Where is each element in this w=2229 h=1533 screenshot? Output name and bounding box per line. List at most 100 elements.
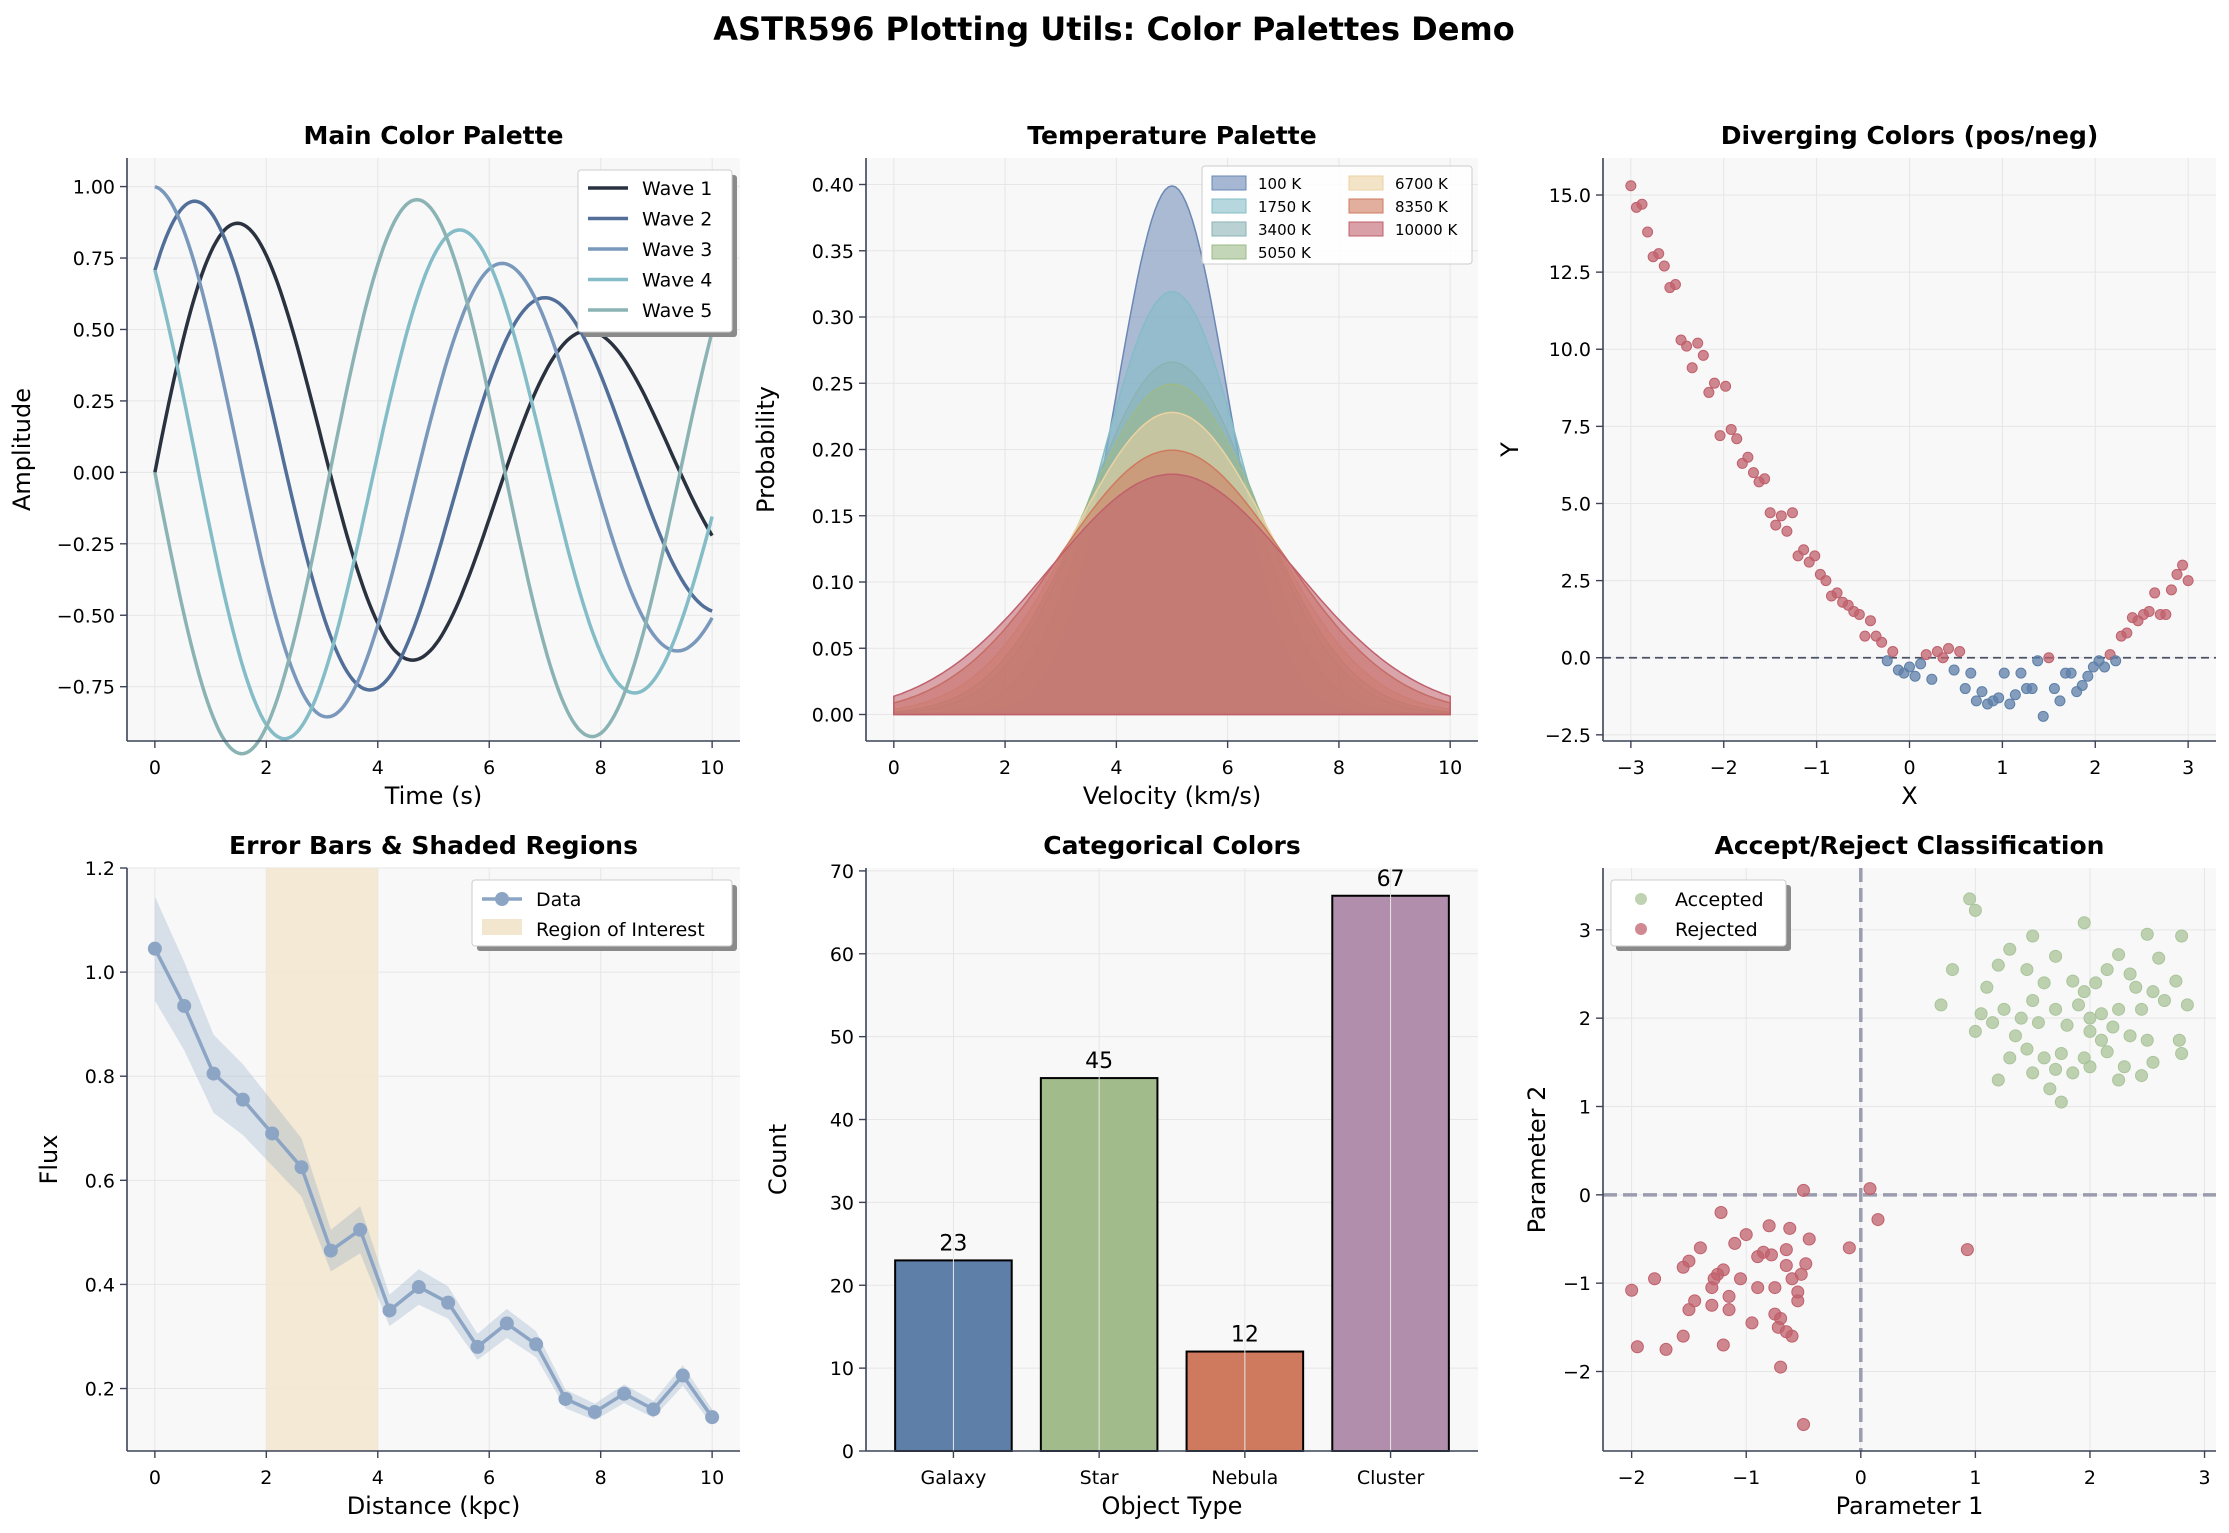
panel-diverging: Diverging Colors (pos/neg) X Y −3 −2 −1 0 1 2 3 −2…: [1496, 121, 2216, 810]
data-point: [2172, 1033, 2186, 1047]
legend-swatch: [1211, 221, 1247, 237]
legend-label: Wave 3: [642, 239, 712, 261]
y-tick-label: 0.6: [85, 1170, 115, 1192]
data-point: [1863, 1182, 1877, 1196]
legend-label: 100 K: [1258, 175, 1302, 193]
x-tick-label: Nebula: [1211, 1467, 1278, 1489]
data-point: [1881, 655, 1893, 667]
data-marker: [294, 1160, 309, 1175]
data-point: [2076, 679, 2088, 691]
data-point: [1976, 686, 1988, 698]
x-tick-label: −1: [1803, 757, 1831, 779]
data-point: [2099, 661, 2111, 673]
data-point: [2094, 1007, 2108, 1021]
y-tick-label: −0.50: [57, 605, 115, 627]
data-point: [2135, 1069, 2149, 1083]
data-point: [2143, 605, 2155, 617]
x-tick-label: 6: [483, 1467, 495, 1489]
x-tick-label: 0: [888, 757, 900, 779]
x-tick-label: 0: [1855, 1467, 1867, 1489]
legend-label: Wave 2: [642, 209, 712, 231]
data-point: [1676, 1260, 1690, 1274]
x-tick-label: 3: [2182, 757, 2194, 779]
x-tick-label: 2: [2089, 757, 2101, 779]
bar-value-label: 67: [1377, 867, 1405, 892]
data-point: [1682, 1303, 1696, 1317]
y-tick-label: 7.5: [1561, 416, 1591, 438]
data-point: [2037, 976, 2051, 990]
data-point: [2031, 1016, 2045, 1030]
data-point: [1786, 507, 1798, 519]
x-tick-label: 8: [595, 757, 607, 779]
panel-temperature: Temperature Palette Velocity (km/s) Probab…: [752, 121, 1478, 810]
data-point: [2004, 698, 2016, 710]
x-tick-label: 6: [1222, 757, 1234, 779]
x-tick-label: 10: [700, 757, 724, 779]
y-tick-label: 0.75: [73, 248, 115, 270]
y-tick-label: 0: [842, 1441, 854, 1463]
y-axis-label: Amplitude: [8, 388, 36, 511]
data-marker: [323, 1243, 338, 1258]
legend-label: Wave 1: [642, 178, 712, 200]
data-point: [2157, 994, 2171, 1007]
data-point: [1876, 636, 1888, 648]
data-point: [1658, 260, 1670, 272]
legend-swatch: [1635, 893, 1647, 905]
y-tick-label: 10: [830, 1358, 854, 1380]
y-tick-label: 10.0: [1549, 339, 1591, 361]
series-lines: [153, 184, 714, 756]
data-point: [1831, 587, 1843, 599]
x-tick-label: Galaxy: [921, 1467, 987, 1489]
grid-lines: [127, 867, 740, 1451]
data-point: [1934, 998, 1948, 1012]
data-point: [1859, 630, 1871, 642]
y-tick-label: 5.0: [1561, 493, 1591, 515]
data-point: [1705, 1281, 1719, 1295]
y-tick-label: 50: [830, 1027, 854, 1049]
data-point: [1970, 695, 1982, 707]
data-point: [2014, 1011, 2028, 1025]
data-point: [1998, 667, 2010, 679]
data-point: [1659, 1342, 1673, 1356]
data-point: [1756, 1245, 1770, 1259]
data-point: [2083, 1024, 2097, 1038]
legend-swatch: [1211, 244, 1247, 260]
data-marker: [470, 1339, 485, 1354]
data-point: [2171, 568, 2183, 580]
data-point: [2003, 1051, 2017, 1065]
data-point: [2100, 1045, 2114, 1059]
data-point: [2008, 1029, 2022, 1043]
y-tick-label: 0.15: [812, 506, 854, 528]
y-tick-label: 2.5: [1561, 571, 1591, 593]
legend-swatch: [482, 919, 522, 935]
y-axis-label: Flux: [35, 1135, 63, 1185]
data-point: [2048, 683, 2060, 695]
bar-value-label: 23: [939, 1231, 967, 1256]
data-point: [2054, 695, 2066, 707]
y-tick-label: −0.75: [57, 677, 115, 699]
legend-box: [1610, 879, 1787, 947]
x-tick-label: 2: [999, 757, 1011, 779]
data-point: [2177, 559, 2189, 571]
data-point: [1747, 467, 1759, 479]
wave-line-5: [153, 197, 714, 756]
legend-label: 1750 K: [1258, 198, 1312, 216]
data-point: [1968, 903, 1982, 917]
panel-title: Accept/Reject Classification: [1715, 831, 2105, 860]
data-point: [2066, 1066, 2080, 1080]
x-axis-label: Object Type: [1102, 1492, 1243, 1520]
data-point: [1781, 525, 1793, 537]
legend-swatch: [1635, 923, 1647, 935]
data-point: [1842, 1241, 1856, 1255]
x-tick-label: 8: [595, 1467, 607, 1489]
legend-swatch: [1348, 175, 1384, 191]
data-point: [1703, 386, 1715, 398]
data-point: [2026, 683, 2038, 695]
x-tick-label: −2: [1618, 1467, 1646, 1489]
data-marker: [617, 1386, 632, 1401]
bar-value-label: 12: [1231, 1323, 1259, 1348]
legend-box: [577, 169, 733, 333]
x-tick-label: 1: [1969, 1467, 1981, 1489]
y-tick-label: 0.0: [1561, 648, 1591, 670]
data-point: [1725, 423, 1737, 435]
